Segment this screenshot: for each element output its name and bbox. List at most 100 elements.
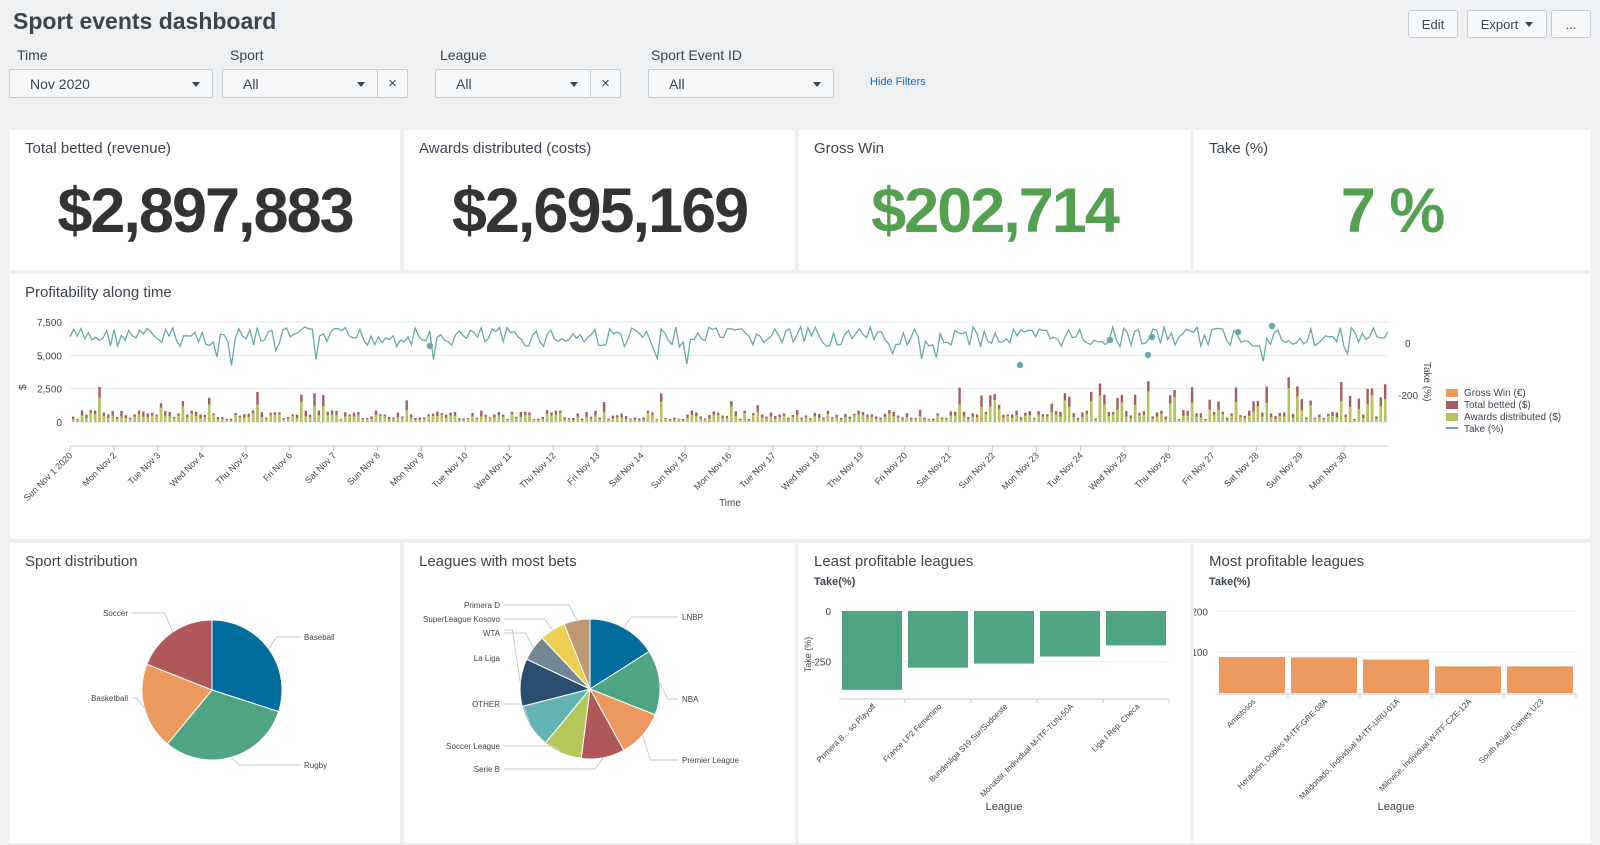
- timeline-awards-bar: [611, 418, 615, 422]
- timeline-awards-bar: [1375, 418, 1378, 422]
- timeline-awards-bar: [1151, 418, 1154, 422]
- timeline-awards-bar: [703, 419, 707, 422]
- timeline-awards-bar: [677, 419, 680, 422]
- timeline-awards-bar: [879, 419, 882, 422]
- bar-chart-x-axis-label: League: [986, 801, 1023, 813]
- timeline-awards-bar: [932, 420, 935, 422]
- timeline-awards-bar: [1226, 419, 1229, 422]
- timeline-awards-bar: [1291, 417, 1295, 422]
- timeline-awards-bar: [804, 417, 808, 422]
- timeline-awards-bar: [1111, 414, 1115, 422]
- export-button[interactable]: Export: [1467, 10, 1547, 38]
- timeline-awards-bar: [221, 418, 224, 422]
- timeline-awards-bar: [668, 420, 672, 422]
- timeline-awards-bar: [1384, 399, 1387, 422]
- timeline-awards-bar: [1344, 417, 1347, 422]
- bar-chart-x-axis-label: League: [1378, 801, 1415, 813]
- timeline-awards-bar: [304, 416, 307, 422]
- timeline-awards-bar: [326, 415, 329, 422]
- timeline-awards-bar: [392, 418, 395, 422]
- timeline-awards-bar: [287, 418, 290, 422]
- kpi-awards-value: $2,695,169: [451, 176, 749, 246]
- timeline-awards-bar: [967, 419, 970, 422]
- timeline-x-tick: Mon Nov 2: [80, 450, 118, 488]
- timeline-awards-bar: [1107, 415, 1110, 422]
- export-label: Export: [1480, 16, 1519, 32]
- timeline-awards-bar: [567, 419, 571, 422]
- timeline-awards-bar: [717, 414, 720, 422]
- timeline-awards-bar: [796, 414, 799, 422]
- pie-leader-line: [132, 697, 145, 708]
- timeline-awards-bar: [1265, 403, 1268, 422]
- time-filter-value: Nov 2020: [30, 75, 90, 92]
- timeline-awards-bar: [743, 413, 746, 422]
- timeline-awards-bar: [949, 415, 952, 422]
- timeline-awards-bar: [971, 416, 974, 422]
- timeline-awards-bar: [137, 414, 141, 422]
- pie-label-lnbp: LNBP: [682, 613, 703, 622]
- edit-button[interactable]: Edit: [1408, 10, 1458, 38]
- time-filter-select[interactable]: Nov 2020: [9, 69, 213, 98]
- pie-leader-line: [659, 682, 678, 700]
- timeline-awards-bar: [300, 401, 303, 422]
- more-button[interactable]: ...: [1551, 10, 1591, 38]
- timeline-awards-bar: [861, 415, 865, 422]
- timeline-take-line: [69, 324, 1389, 366]
- pie-label-baseball: Baseball: [304, 633, 335, 642]
- timeline-awards-bar: [265, 418, 268, 422]
- timeline-awards-bar: [414, 419, 417, 422]
- timeline-awards-bar: [1019, 419, 1023, 422]
- timeline-awards-bar: [475, 418, 479, 422]
- timeline-awards-bar: [458, 420, 461, 422]
- bar-bundesliga-s19-sur-sudoeste: [974, 611, 1034, 664]
- sport-distribution-title: Sport distribution: [25, 553, 138, 570]
- timeline-awards-bar: [545, 413, 549, 422]
- sport-filter-select[interactable]: All: [222, 69, 378, 98]
- pie-leader-line: [132, 612, 174, 633]
- timeline-awards-bar: [1287, 388, 1290, 422]
- timeline-awards-bar: [1195, 416, 1198, 422]
- timeline-awards-bar: [484, 417, 487, 422]
- timeline-awards-bar: [111, 415, 114, 422]
- bar-chart-x-tick: Bundesliga S19 Sur/Sudoeste: [928, 702, 1010, 784]
- bar-liga-i-rep-checa: [1106, 611, 1166, 646]
- bar-heracli-n-dobles-m-itf-gre-08a: [1291, 657, 1357, 693]
- bar-chart-y-tick: -250: [811, 658, 831, 669]
- timeline-awards-bar: [212, 415, 215, 422]
- bar-chart-y-axis-label: Take (%): [803, 637, 813, 673]
- timeline-awards-bar: [660, 402, 663, 422]
- timeline-y-tick: 5,000: [37, 351, 62, 362]
- timeline-awards-bar: [230, 420, 233, 422]
- timeline-awards-bar: [554, 414, 558, 422]
- timeline-awards-bar: [142, 416, 145, 422]
- league-filter-clear-button[interactable]: ×: [591, 69, 621, 98]
- event-filter-select[interactable]: All: [648, 69, 834, 98]
- pie-leader-line: [623, 616, 678, 628]
- timeline-x-tick: Wed Nov 18: [779, 450, 821, 492]
- sport-filter-clear-button[interactable]: ×: [378, 69, 408, 98]
- timeline-awards-bar: [681, 420, 685, 422]
- timeline-awards-bar: [466, 419, 470, 422]
- pie-label-premier-league: Premier League: [682, 756, 739, 765]
- kpi-gross-win-title: Gross Win: [814, 140, 885, 157]
- timeline-awards-bar: [493, 417, 496, 422]
- hide-filters-link[interactable]: Hide Filters: [870, 76, 926, 88]
- league-filter-select[interactable]: All: [435, 69, 591, 98]
- timeline-x-tick: Mon Nov 30: [1307, 450, 1348, 491]
- timeline-x-tick: Wed Nov 4: [168, 450, 206, 488]
- timeline-awards-bar: [1212, 415, 1216, 422]
- timeline-title: Profitability along time: [25, 284, 172, 301]
- timeline-awards-bar: [927, 419, 931, 422]
- timeline-awards-bar: [1125, 416, 1128, 422]
- timeline-awards-bar: [1318, 417, 1321, 422]
- kpi-gross-win-value: $202,714: [871, 176, 1120, 246]
- timeline-awards-bar: [1322, 419, 1325, 422]
- time-filter-label: Time: [17, 47, 48, 63]
- timeline-awards-bar: [313, 405, 316, 422]
- pie-leader-line: [504, 629, 521, 683]
- timeline-awards-bar: [642, 419, 645, 422]
- timeline-awards-bar: [370, 419, 373, 422]
- pie-label-other: OTHER: [472, 700, 500, 709]
- timeline-x-tick: Sun Nov 22: [957, 450, 997, 490]
